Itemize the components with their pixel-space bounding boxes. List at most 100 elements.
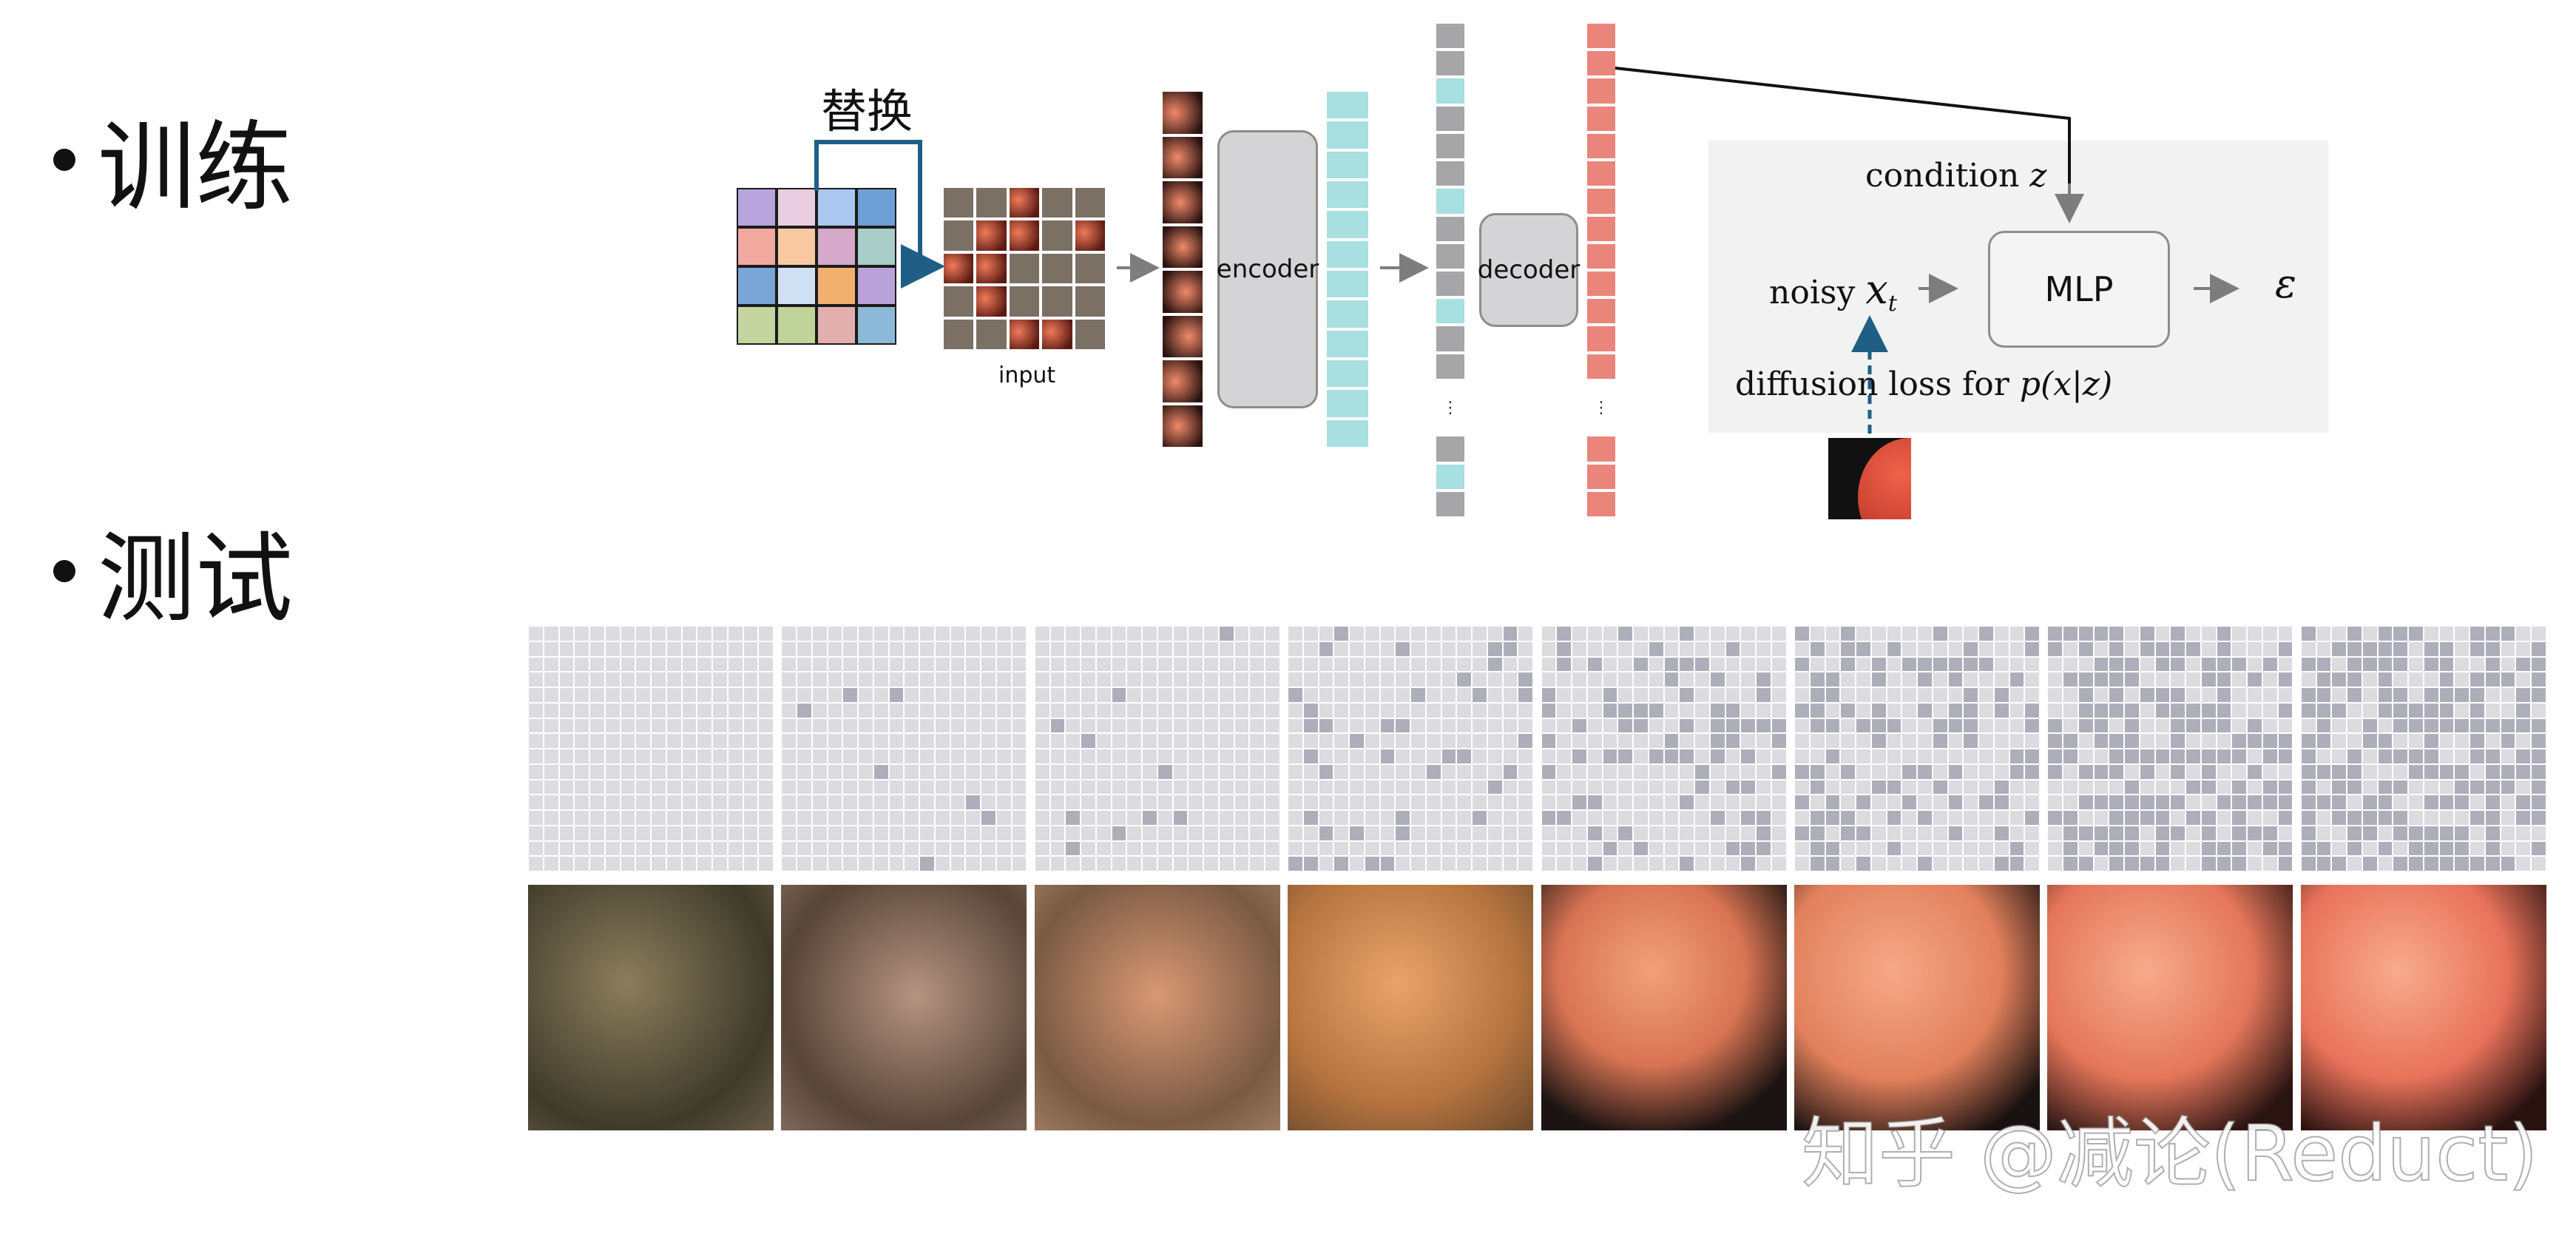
mask-cell [1049,672,1066,687]
mask-cell [1288,656,1303,672]
mask-cell [589,641,605,657]
mask-cell [1188,856,1204,871]
mask-cell [781,702,797,718]
mask-cell [1218,840,1234,857]
mask-cell [1518,749,1534,764]
token [1436,161,1464,186]
mask-cell [1095,779,1112,795]
mask-cell [995,702,1012,718]
mask-cell [528,702,544,718]
mask-cell [558,733,575,749]
mask-cell [1049,641,1066,657]
mask-cell [1518,656,1534,672]
mask-cell [681,672,697,687]
mask-cell [1234,840,1250,857]
mask-cell [1265,672,1280,687]
mask-cell [1502,718,1518,734]
mask-cell [995,733,1012,749]
mask-cell [1095,733,1112,749]
replace-arrow [814,140,945,289]
mlp-block: MLP [1988,231,2170,348]
mask-cell [635,763,651,780]
mask-cell [1034,733,1050,749]
mask-cell [620,840,636,857]
mask-cell [651,656,666,672]
mask-cell [604,733,621,749]
mask-cell [873,810,889,826]
mask-cell [904,702,920,718]
mask-cell [1441,672,1457,687]
mask-cell [981,763,996,780]
decoder-block: decoder [1478,213,1580,327]
mask-cell [574,779,589,795]
mask-cell [858,795,873,810]
mask-cell [1441,687,1457,703]
mask-cell [950,779,966,795]
mask-cell [1425,672,1441,687]
noisy-sub: t [1887,290,1897,317]
mask-cell [1011,810,1027,826]
mask-cell [635,718,651,734]
mask-cell [1218,656,1234,672]
mask-cell [1081,795,1096,810]
mask-cell [604,840,621,857]
token [1587,491,1615,516]
mask-cell [574,763,589,780]
mask-cell [651,825,666,841]
mask-cell [743,763,759,780]
mask-cell [1333,626,1350,641]
mask-cell [1265,763,1280,780]
mask-cell [1379,672,1396,687]
mask-cell [1472,672,1487,687]
mask-cell [651,856,666,871]
mask-cell [620,672,636,687]
mask-cell [934,672,950,687]
mask-cell [1441,656,1457,672]
mask-cell [1172,702,1189,718]
palette-cell [738,189,775,226]
mask-cell [589,702,605,718]
mask-cell [1288,763,1303,780]
mask-cell [995,795,1012,810]
mask-cell [904,733,920,749]
mask-cell [1065,702,1081,718]
mask-cell [651,840,666,857]
mask-cell [620,856,636,871]
mask-cell [1318,656,1334,672]
mask-cell [1379,626,1396,641]
mask-cell [1234,825,1250,841]
mask-cell [981,656,996,672]
mask-cell [858,810,873,826]
mask-cell [574,641,589,657]
mask-cell [1188,687,1204,703]
mask-cell [827,825,843,841]
mask-cell [1142,626,1157,641]
mask-cell [950,825,966,841]
mask-cell [1034,810,1050,826]
mask-cell [1425,749,1441,764]
mask-cell [1318,718,1334,734]
mask-cell [1142,733,1157,749]
mask-cell [1333,733,1350,749]
mask-cell [797,856,812,871]
mask-cell [1011,641,1027,657]
mask-cell [1126,856,1143,871]
mask-cell [1157,733,1173,749]
mask-cell [727,687,743,703]
mask-cell [1011,856,1027,871]
mask-cell [995,779,1012,795]
mask-cell [873,733,889,749]
mask-cell [888,749,905,764]
mask-cell [743,672,759,687]
mask-cell [743,749,759,764]
mask-cell [811,795,828,810]
mask-cell [528,856,544,871]
mask-cell [1302,749,1319,764]
mask-cell [1234,718,1250,734]
mask-cell [797,795,812,810]
mask-cell [543,626,559,641]
mask-cell [1126,672,1143,687]
mask-cell [727,718,743,734]
mask-cell [919,718,935,734]
mask-cell [1364,749,1380,764]
